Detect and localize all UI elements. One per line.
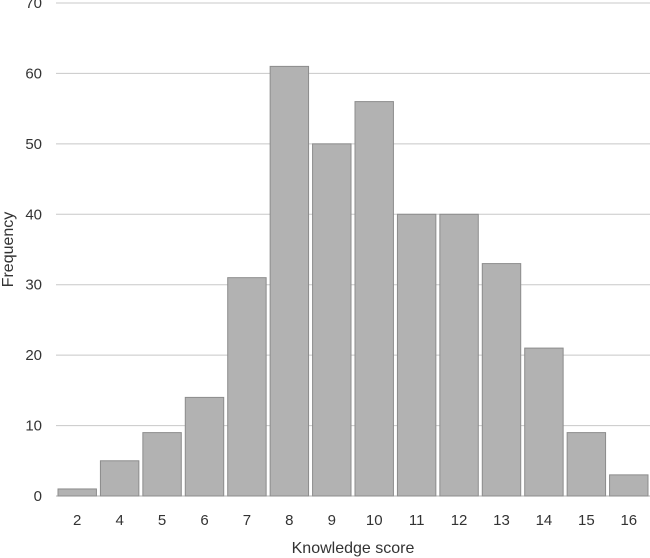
x-tick-label: 13	[493, 512, 510, 529]
y-tick-label: 0	[34, 488, 42, 505]
bar	[481, 263, 522, 497]
y-tick-label: 50	[25, 136, 42, 153]
y-axis-ticks: 0 10 20 30 40 50 60 70	[25, 0, 42, 505]
bar	[227, 277, 267, 497]
x-tick-label: 7	[243, 512, 251, 529]
bar	[439, 213, 479, 497]
x-tick-label: 12	[451, 512, 468, 529]
bar	[312, 143, 352, 497]
bar	[396, 213, 437, 497]
x-tick-label: 6	[200, 512, 208, 529]
x-tick-label: 11	[409, 512, 425, 529]
x-axis-title: Knowledge score	[292, 540, 415, 557]
x-axis-ticks: 2 4 5 6 7 8 9 10 11 12 13 14 15 16	[73, 512, 637, 529]
y-tick-label: 30	[25, 277, 42, 294]
bar	[566, 432, 607, 497]
y-tick-label: 70	[25, 0, 42, 12]
x-tick-label: 14	[536, 512, 553, 529]
x-tick-label: 4	[115, 512, 123, 529]
bar	[142, 432, 182, 497]
y-tick-label: 60	[25, 65, 42, 82]
x-tick-label: 16	[620, 512, 637, 529]
y-tick-label: 10	[25, 418, 42, 435]
bar	[184, 396, 225, 497]
bar	[99, 460, 140, 497]
gridlines	[56, 2, 650, 497]
x-tick-label: 10	[366, 512, 383, 529]
bar	[609, 474, 649, 497]
bars	[57, 65, 649, 497]
y-axis-title: Frequency	[0, 212, 17, 288]
bar	[269, 65, 310, 497]
bar	[524, 347, 564, 497]
x-tick-label: 8	[285, 512, 293, 529]
x-tick-label: 15	[578, 512, 595, 529]
x-tick-label: 5	[158, 512, 166, 529]
x-tick-label: 9	[328, 512, 336, 529]
bar	[57, 488, 97, 497]
bar	[354, 101, 394, 497]
y-tick-label: 20	[25, 347, 42, 364]
x-tick-label: 2	[73, 512, 81, 529]
y-tick-label: 40	[25, 206, 42, 223]
